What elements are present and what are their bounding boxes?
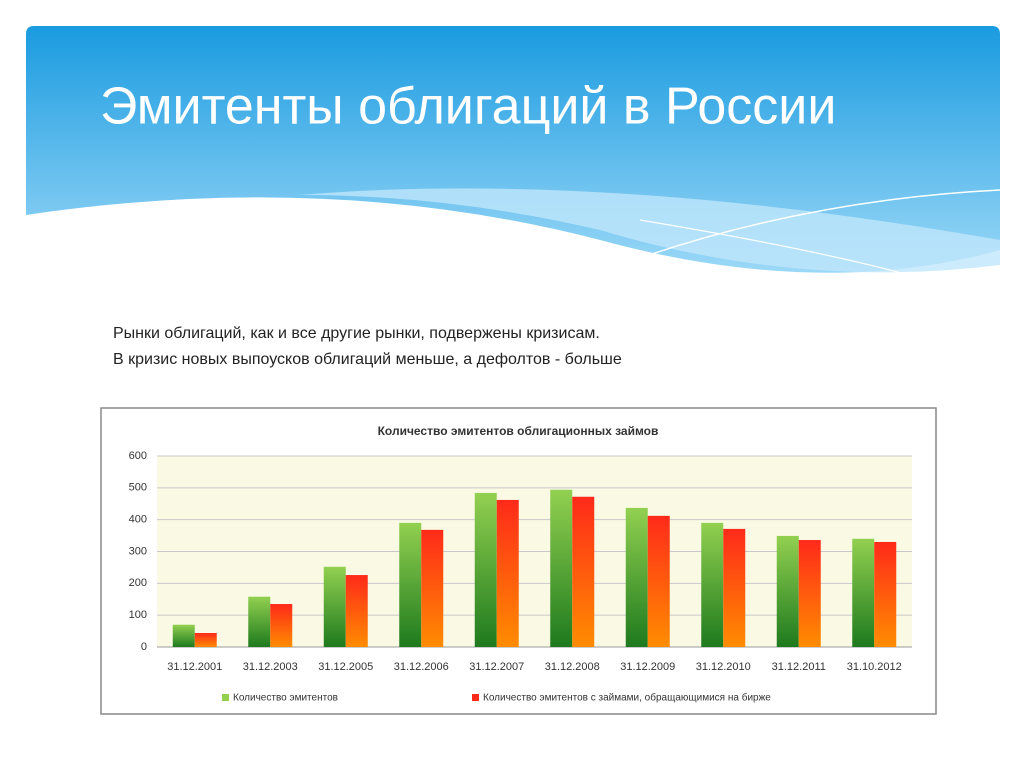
slide-title: Эмитенты облигаций в России [100,78,836,136]
y-tick-label: 100 [129,609,147,621]
bar [852,538,875,647]
x-tick-label: 31.12.2001 [167,661,222,673]
legend-label: Количество эмитентов с займами, обращающ… [483,692,771,704]
bar [496,499,519,647]
bar [421,529,444,647]
x-tick-label: 31.12.2010 [696,661,751,673]
bar [625,507,648,647]
x-tick-label: 31.12.2011 [772,661,826,673]
bar [723,528,746,647]
bar [647,515,670,647]
bar [701,522,724,647]
chart-title: Количество эмитентов облигационных займо… [378,424,659,438]
bar [474,492,497,647]
y-tick-label: 200 [129,577,147,589]
x-tick-label: 31.12.2008 [545,661,600,673]
legend-swatch [472,694,479,701]
y-tick-label: 0 [141,641,147,653]
bar [248,596,271,647]
legend-swatch [222,694,229,701]
y-tick-label: 500 [129,482,147,494]
x-tick-label: 31.12.2005 [318,661,373,673]
x-tick-label: 31.12.2007 [469,661,524,673]
x-tick-label: 31.12.2006 [394,661,449,673]
y-tick-label: 600 [129,450,147,462]
bar [399,522,422,647]
y-tick-label: 400 [129,514,147,526]
body-text: В кризис новых выпоусков облигаций меньш… [113,351,622,368]
bar [798,540,821,647]
bar [776,535,799,647]
bar [550,489,573,647]
bar [194,632,217,647]
wave-line [619,189,1001,266]
wave [300,188,1000,273]
body-text: Рынки облигаций, как и все другие рынки,… [113,325,600,342]
chart: 0 100 200 300 400 500 600 31.12.2001 31.12.2003 3… [129,450,912,704]
x-tick-label: 31.10.2012 [847,661,902,673]
bar [345,575,368,647]
x-tick-label: 31.12.2003 [243,661,298,673]
legend-label: Количество эмитентов [233,693,338,704]
bar [172,624,195,647]
y-tick-label: 300 [129,545,147,557]
x-tick-label: 31.12.2009 [620,661,675,673]
bar [323,566,346,647]
bar [874,541,897,647]
wave-line [639,219,921,279]
bar [270,604,293,647]
bar [572,496,595,647]
